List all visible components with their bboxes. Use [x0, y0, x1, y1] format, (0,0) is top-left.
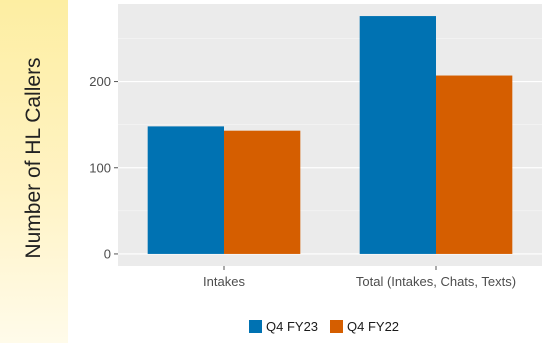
axes: 0 100 200 Intakes Total (Intakes, Chats, Tex… [89, 74, 516, 289]
x-tick-label: Total (Intakes, Chats, Texts) [356, 274, 516, 289]
bar-q4-fy23-intakes [147, 126, 224, 254]
y-tick-label: 0 [104, 246, 111, 261]
legend: Q4 FY23 Q4 FY22 [249, 319, 399, 334]
legend-swatch-q4-fy23 [249, 320, 262, 333]
legend-swatch-q4-fy22 [330, 320, 343, 333]
legend-label-q4-fy23: Q4 FY23 [266, 319, 318, 334]
y-tick-label: 100 [89, 160, 111, 175]
y-tick-label: 200 [89, 74, 111, 89]
x-tick-label: Intakes [203, 274, 245, 289]
bar-q4-fy23-total [359, 16, 436, 254]
y-axis-label-panel: Number of HL Callers [0, 0, 68, 343]
bar-q4-fy22-intakes [224, 130, 301, 254]
legend-label-q4-fy22: Q4 FY22 [347, 319, 399, 334]
bar-q4-fy22-total [436, 75, 513, 254]
bars [147, 16, 513, 254]
